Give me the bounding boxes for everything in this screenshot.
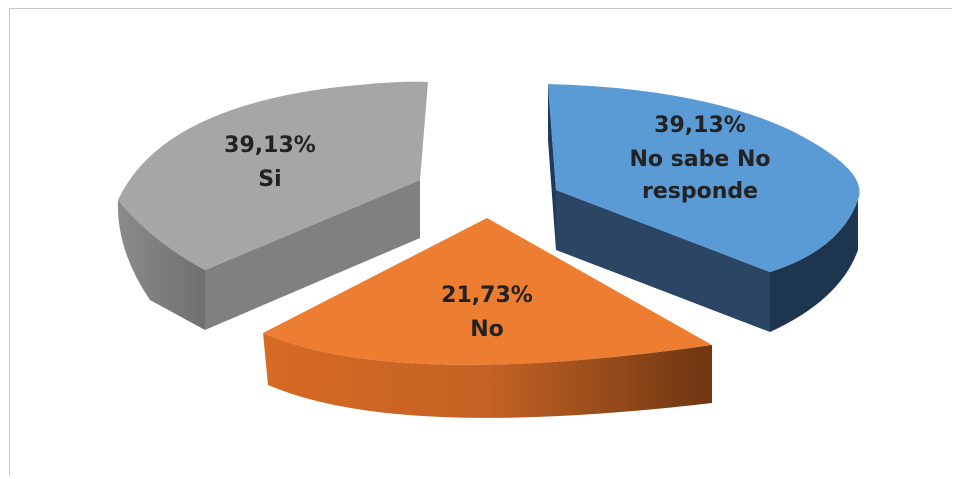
slice-nsnr-label-line2: responde: [642, 179, 758, 204]
chart-frame: [9, 8, 952, 476]
slice-si-side: [117, 200, 205, 330]
slice-no-top: [263, 218, 712, 365]
slice-nsnr-front: [556, 190, 770, 332]
slice-si-front: [205, 180, 420, 330]
slice-nsnr-top: [548, 84, 860, 272]
slice-si: 39,13% Si: [117, 81, 428, 330]
slice-no-label: No: [470, 317, 504, 342]
slice-nsnr: 39,13% No sabe No responde: [548, 84, 860, 332]
slice-si-top: [118, 81, 428, 270]
slice-nsnr-label-line1: No sabe No: [630, 147, 771, 172]
slice-no-value: 21,73%: [441, 283, 533, 308]
slice-nsnr-right-side: [770, 200, 858, 332]
slice-nsnr-left-side: [548, 84, 556, 250]
slice-no-front: [263, 333, 712, 418]
slice-si-label: Si: [258, 167, 281, 192]
slice-si-value: 39,13%: [224, 133, 316, 158]
slice-nsnr-value: 39,13%: [654, 113, 746, 138]
slice-no: 21,73% No: [263, 218, 712, 418]
